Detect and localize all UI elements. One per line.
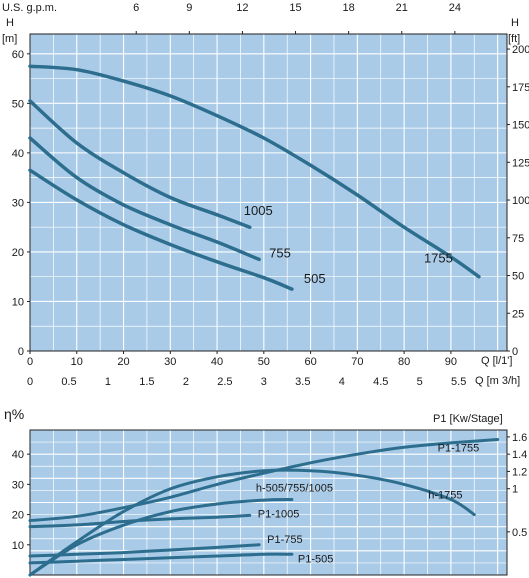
top-ytick-right-label: 150 — [512, 120, 529, 132]
top-ytick-label: 40 — [12, 148, 24, 160]
top-xtick-label-lpm: 10 — [71, 356, 83, 368]
top-xtick-label-lpm: 20 — [117, 356, 129, 368]
top-xtick-label-m3h: 2 — [183, 376, 189, 388]
top-gpm-tick-label: 15 — [289, 2, 301, 14]
bottom-ytick-label: 40 — [12, 449, 24, 461]
top-xtick-label-lpm: 40 — [211, 356, 223, 368]
curve-label-1755: 1755 — [424, 251, 453, 266]
head-curve-1005 — [28, 99, 252, 229]
top-ytick-right-label: 200 — [512, 44, 529, 56]
top-xtick-label-m3h: 3 — [261, 376, 267, 388]
bottom-ylabel-left: η% — [4, 406, 24, 422]
head-curve-755 — [28, 136, 261, 262]
curve-label-p1-1005: P1-1005 — [258, 508, 300, 520]
curve-label-1005: 1005 — [244, 203, 273, 218]
bottom-ylabel-right: P1 [Kw/Stage] — [433, 413, 503, 425]
top-xtick-label-m3h: 0 — [27, 376, 33, 388]
top-ylabel-right: H — [511, 17, 519, 29]
curve-label-p1-1755: P1-1755 — [438, 442, 480, 454]
top-xtick-label-m3h: 1 — [105, 376, 111, 388]
top-ytick-right-label: 50 — [512, 271, 524, 283]
top-ytick-label: 10 — [12, 296, 24, 308]
top-gpm-tick-label: 21 — [396, 2, 408, 14]
bottom-ytick-right-label: 1.4 — [512, 449, 527, 461]
top-xtick-label-m3h: 2.5 — [217, 376, 232, 388]
head-curve-1755 — [28, 64, 481, 279]
top-xtick-label-lpm: 30 — [164, 356, 176, 368]
top-xtick-label-lpm: 0 — [27, 356, 33, 368]
bottom-ytick-right-label: 0.5 — [512, 527, 527, 539]
bottom-ytick-right-label: 1.2 — [512, 466, 527, 478]
top-xlabel-lpm: Q [l/1'] — [481, 355, 512, 367]
perf-curve-h-1755 — [28, 468, 476, 577]
top-ytick-right-label: 0 — [512, 346, 518, 358]
top-ytick-label: 30 — [12, 197, 24, 209]
bottom-ytick-right-label: 1.6 — [512, 432, 527, 444]
perf-curve-p1-1005 — [28, 513, 252, 529]
top-ylabel-left: H — [6, 17, 14, 29]
top-ytick-label: 0 — [18, 346, 24, 358]
top-xlabel-m3h: Q [m 3/h] — [475, 375, 520, 387]
top-gpm-tick-label: 24 — [449, 2, 461, 14]
bottom-ytick-right-label: 1 — [512, 484, 518, 496]
top-gpm-tick-label: 9 — [186, 2, 192, 14]
bottom-ytick-label: 10 — [12, 540, 24, 552]
top-gpm-tick-label: 6 — [133, 2, 139, 14]
top-yunit-right: [ft] — [508, 33, 520, 45]
top-ytick-label: 20 — [12, 247, 24, 259]
perf-curve-p1-1755 — [28, 438, 500, 523]
top-xtick-label-lpm: 80 — [398, 356, 410, 368]
perf-curve-p1-755 — [28, 543, 261, 558]
top-xtick-label-lpm: 70 — [351, 356, 363, 368]
top-yunit-left: [m] — [2, 33, 17, 45]
curve-label-h-505-755-1005: h-505/755/1005 — [256, 482, 333, 494]
top-xlabel-gpm: U.S. g.p.m. — [2, 2, 57, 14]
bottom-ytick-label: 30 — [12, 479, 24, 491]
curve-label-p1-755: P1-755 — [267, 534, 302, 546]
curve-label-755: 755 — [269, 245, 291, 260]
top-ytick-right-label: 25 — [512, 308, 524, 320]
perf-curve-h-505-755-1005 — [28, 498, 294, 577]
top-xtick-label-lpm: 50 — [258, 356, 270, 368]
top-ytick-label: 50 — [12, 98, 24, 110]
top-xtick-label-m3h: 1.5 — [139, 376, 154, 388]
top-xtick-label-m3h: 3.5 — [295, 376, 310, 388]
top-xtick-label-lpm: 90 — [445, 356, 457, 368]
top-xtick-label-m3h: 5.5 — [451, 376, 466, 388]
bottom-ytick-label: 20 — [12, 510, 24, 522]
top-ytick-right-label: 75 — [512, 233, 524, 245]
top-xtick-label-m3h: 4 — [339, 376, 345, 388]
bottom-plot-frame — [29, 429, 508, 576]
curve-label-h-1755: h-1755 — [428, 490, 462, 502]
top-xtick-label-m3h: 0.5 — [61, 376, 76, 388]
curve-label-p1-505: P1-505 — [298, 553, 333, 565]
top-xtick-label-m3h: 5 — [417, 376, 423, 388]
top-xtick-label-lpm: 60 — [304, 356, 316, 368]
head-curve-505 — [28, 168, 294, 291]
top-plot-frame — [29, 33, 508, 352]
top-ytick-right-label: 100 — [512, 195, 529, 207]
top-xtick-label-m3h: 4.5 — [373, 376, 388, 388]
top-ytick-right-label: 125 — [512, 157, 529, 169]
top-ytick-label: 60 — [12, 49, 24, 61]
top-gpm-tick-label: 12 — [236, 2, 248, 14]
top-gpm-tick-label: 18 — [343, 2, 355, 14]
perf-curve-p1-505 — [28, 552, 294, 565]
top-ytick-right-label: 175 — [512, 82, 529, 94]
curve-label-505: 505 — [304, 271, 326, 286]
